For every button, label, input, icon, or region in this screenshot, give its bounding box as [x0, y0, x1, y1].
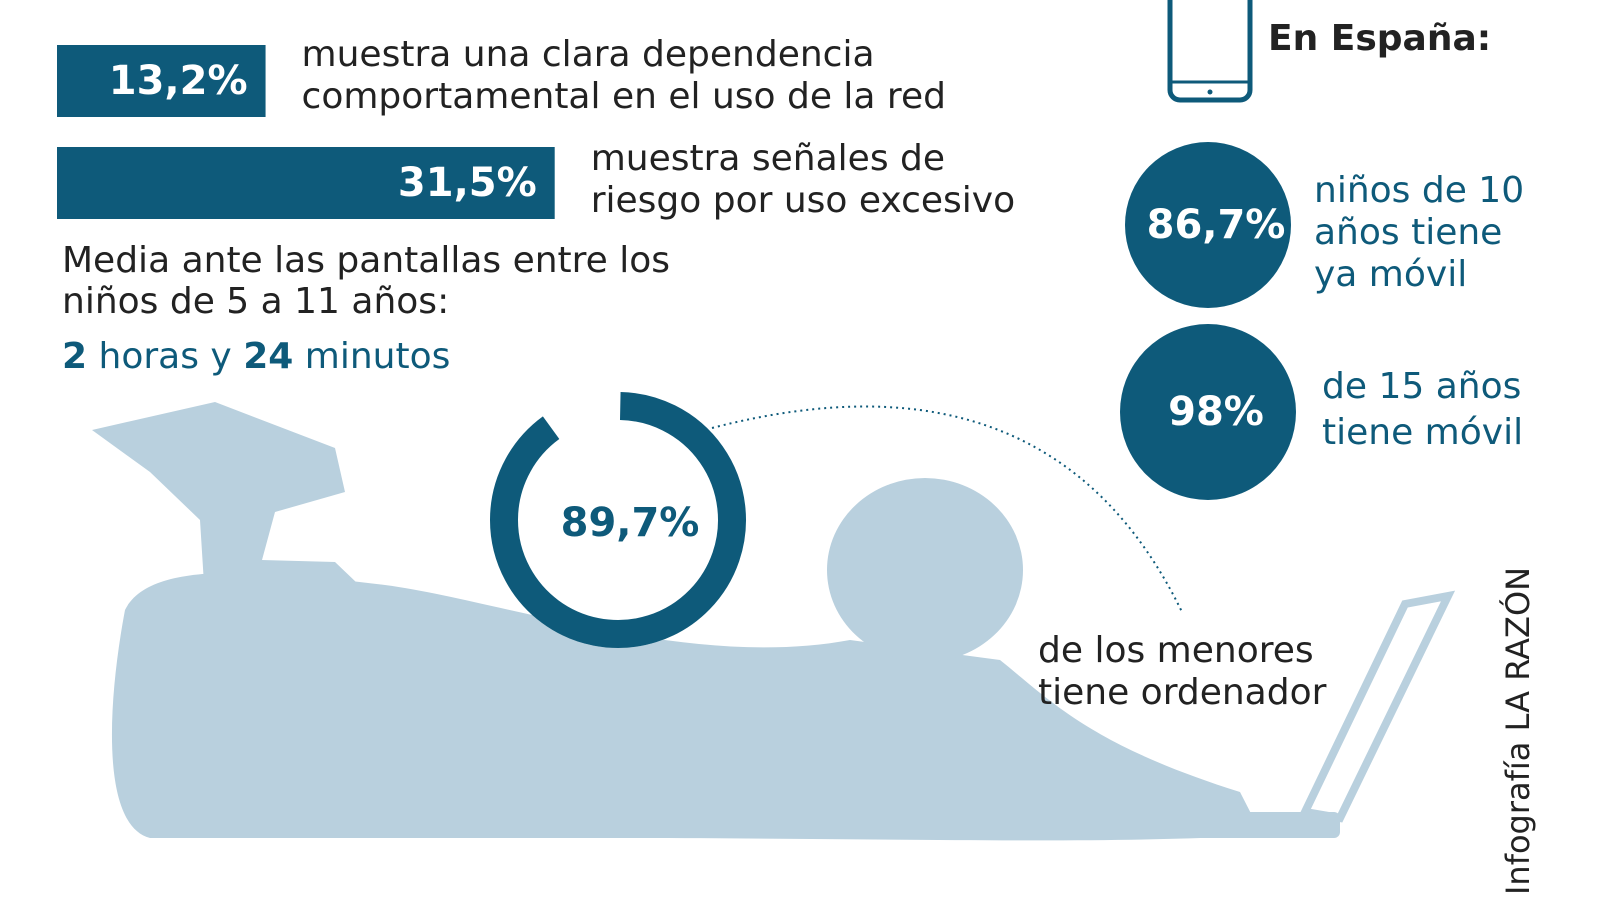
stat-circle: [1125, 142, 1291, 308]
connector: [711, 405, 1183, 613]
hours-text: horas y: [99, 336, 232, 377]
donut-label: 89,7%: [561, 500, 700, 546]
circle-label: 86,7%: [1147, 202, 1286, 248]
spain-heading: En España:: [1268, 18, 1491, 59]
credit: Infografía LA RAZÓN: [1498, 567, 1537, 895]
stat-circle: [1120, 324, 1296, 500]
circle-text: niños de 10: [1314, 170, 1524, 211]
phone-icon: [1167, 0, 1253, 103]
circle-text: de 15 años: [1322, 366, 1521, 407]
stat-bar: [57, 45, 266, 117]
circle-label: 98%: [1168, 389, 1264, 435]
screen-time-text: Media ante las pantallas entre los: [62, 240, 670, 281]
stat-text: riesgo por uso excesivo: [591, 180, 1015, 221]
circle-text: ya móvil: [1314, 254, 1467, 295]
minutes: 24: [243, 336, 293, 377]
phone-icon-button: [1207, 89, 1213, 95]
computer-text: tiene ordenador: [1038, 672, 1327, 713]
computer-text: de los menores: [1038, 630, 1314, 671]
screen-time-text: niños de 5 a 11 años:: [62, 281, 449, 322]
screen-time-value: 2 horas y 24 minutos: [62, 336, 450, 377]
donut-arc: [490, 392, 746, 648]
circle-text: tiene móvil: [1322, 412, 1523, 453]
stat-label: 13,2%: [109, 58, 248, 104]
minutes-text: minutos: [305, 336, 451, 377]
stat-label: 31,5%: [398, 160, 537, 206]
child-silhouette: [92, 402, 1456, 841]
stat-text: muestra señales de: [591, 138, 945, 179]
hours: 2: [62, 336, 87, 377]
circle-text: años tiene: [1314, 212, 1502, 253]
stat-text: comportamental en el uso de la red: [302, 76, 946, 117]
stat-bar: [57, 147, 555, 219]
stat-text: muestra una clara dependencia: [302, 34, 875, 75]
